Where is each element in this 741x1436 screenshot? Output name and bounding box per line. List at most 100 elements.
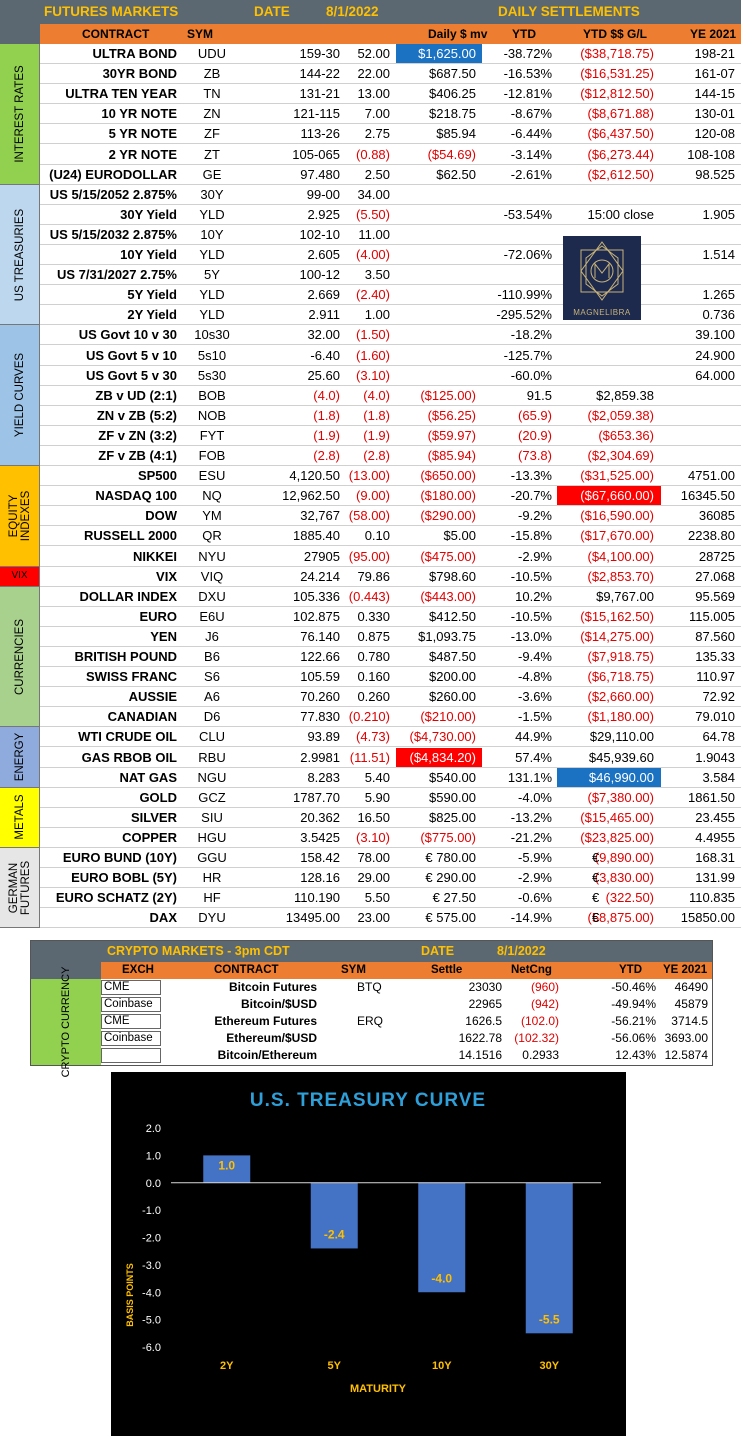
cell-ytd: -10.5% <box>510 568 552 584</box>
header-ytd-gl: YTD $$ G/L <box>583 27 648 41</box>
cell-ye: 1.905 <box>702 206 735 222</box>
cell-gl: ($2,612.50) <box>587 166 655 182</box>
y-tick-label: -1.0 <box>142 1205 161 1217</box>
cell-chg: (2.40) <box>356 287 390 303</box>
cell-chg: 34.00 <box>357 186 390 202</box>
cell-name: COPPER <box>122 829 177 845</box>
cell-name: 30YR BOND <box>102 66 177 82</box>
crypto-cell-ytd: -49.94% <box>611 997 656 1011</box>
section-label: GERMAN FUTURES <box>0 848 40 929</box>
crypto-section-label: CRYPTO CURRENCY <box>31 967 101 1077</box>
cell-sym: GE <box>202 166 222 182</box>
cell-ytd: -2.9% <box>518 870 552 886</box>
date-label: DATE <box>254 4 290 19</box>
cell-gl: $9,767.00 <box>596 588 654 604</box>
cell-gl: ($6,718.75) <box>587 669 655 685</box>
cell-mv: $1,093.75 <box>418 628 476 644</box>
crypto-cell-settle: 23030 <box>468 980 502 994</box>
cell-ytd: -14.9% <box>510 910 552 926</box>
cell-gl: ($38,718.75) <box>580 46 654 61</box>
cell-ytd: -0.6% <box>518 890 552 906</box>
section-label: US TREASURIES <box>0 184 40 326</box>
cell-name: US Govt 5 v 10 <box>85 347 177 363</box>
cell-ye: 28725 <box>698 548 735 564</box>
cell-sym: J6 <box>205 628 219 644</box>
cell-ytd: -13.3% <box>510 468 552 484</box>
cell-ye: 1861.50 <box>688 789 735 805</box>
cell-sym: D6 <box>203 709 221 725</box>
cell-last: 102.875 <box>293 608 340 624</box>
futures-row: ZB v UD (2:1) BOB (4.0) (4.0) ($125.00) 91.5 $… <box>40 386 741 406</box>
cell-last: (1.9) <box>313 427 340 443</box>
cell-sym: SIU <box>201 809 223 825</box>
futures-row: 30YR BOND ZB 144-22 22.00 $687.50 -16.53% ($16… <box>40 64 741 85</box>
cell-sym: S6 <box>204 669 220 685</box>
y-tick-label: -4.0 <box>142 1287 161 1299</box>
bar-data-label: -4.0 <box>431 1271 452 1285</box>
cell-mv: $5.00 <box>443 528 476 544</box>
cell-sym: FYT <box>199 427 225 443</box>
cell-mv: ($125.00) <box>420 387 476 403</box>
cell-name: BRITISH POUND <box>74 649 177 664</box>
futures-row: EURO BUND (10Y) GGU 158.42 78.00 € 780.00 -5.… <box>40 848 741 868</box>
crypto-cell-ytd: 12.43% <box>615 1048 656 1062</box>
cell-chg: 1.00 <box>364 307 390 323</box>
cell-ye: 95.569 <box>695 588 735 604</box>
crypto-title: CRYPTO MARKETS - 3pm CDT <box>107 944 290 958</box>
crypto-row: Bitcoin/Ethereum 14.1516 0.2933 12.43% 12.58… <box>101 1047 712 1064</box>
cell-last: 110.190 <box>293 890 340 906</box>
cell-ytd: -18.2% <box>510 327 552 343</box>
futures-row: SP500 ESU 4,120.50 (13.00) ($650.00) -13.3% ($… <box>40 466 741 487</box>
cell-gl: ($16,531.25) <box>580 66 654 82</box>
cell-chg: 0.330 <box>357 608 390 624</box>
crypto-cell-contract: Ethereum Futures <box>214 1014 317 1028</box>
cell-sym: ZT <box>204 146 220 162</box>
futures-row: EURO E6U 102.875 0.330 $412.50 -10.5% ($15,162… <box>40 607 741 627</box>
cell-gl: ($67,660.00) <box>580 488 654 504</box>
cell-last: (4.0) <box>313 387 340 403</box>
cell-last: 12,962.50 <box>282 488 340 504</box>
crypto-cell-contract: Ethereum/$USD <box>226 1031 317 1045</box>
cell-mv: ($443.00) <box>420 588 476 604</box>
cell-name: GAS RBOB OIL <box>81 749 177 765</box>
cell-sym: GGU <box>197 850 227 865</box>
cell-ytd: 91.5 <box>526 387 552 403</box>
highlight-cell <box>557 486 661 506</box>
cell-last: 121-115 <box>293 106 340 122</box>
cell-chg: (9.00) <box>356 488 390 504</box>
cell-chg: 0.875 <box>357 628 390 644</box>
crypto-header-exch: EXCH <box>122 964 154 976</box>
cell-ye: 4751.00 <box>688 468 735 484</box>
cell-last: 76.140 <box>300 628 340 644</box>
cell-last: 2.9981 <box>300 749 340 765</box>
cell-chg: 0.160 <box>357 669 390 685</box>
cell-name: US Govt 5 v 30 <box>85 367 177 383</box>
crypto-cell-exch: Coinbase <box>101 1031 161 1046</box>
cell-sym: 30Y <box>200 186 224 202</box>
crypto-cell-netchg: (960) <box>530 980 559 994</box>
cell-sym: A6 <box>204 689 220 705</box>
cell-ytd: 44.9% <box>515 729 552 745</box>
cell-last: -6.40 <box>310 347 340 363</box>
crypto-cell-settle: 22965 <box>468 997 502 1011</box>
cell-chg: 5.50 <box>364 890 390 906</box>
cell-ytd: (20.9) <box>518 427 552 443</box>
cell-name: EURO SCHATZ (2Y) <box>55 890 177 906</box>
cell-gl: ($15,162.50) <box>580 608 654 624</box>
futures-title-bar: FUTURES MARKETS DATE 8/1/2022 DAILY SETT… <box>0 0 741 24</box>
cell-last: 97.480 <box>300 166 340 182</box>
cell-gl: ($6,273.44) <box>587 146 655 162</box>
futures-row: RUSSELL 2000 QR 1885.40 0.10 $5.00 -15.8% ($17… <box>40 526 741 547</box>
cell-last: 2.911 <box>308 307 340 323</box>
cell-last: 100-12 <box>299 267 340 283</box>
futures-row: US Govt 10 v 30 10s30 32.00 (1.50) -18.2% 39.… <box>40 325 741 346</box>
crypto-cell-ye: 46490 <box>674 980 708 994</box>
cell-ytd: -60.0% <box>510 367 552 383</box>
futures-row: 2 YR NOTE ZT 105-065 (0.88) ($54.69) -3.14% ($… <box>40 145 741 165</box>
cell-ytd: -125.7% <box>503 347 552 363</box>
futures-row: US 5/15/2032 2.875% 10Y 102-10 11.00 <box>40 225 741 245</box>
cell-ye: 0.736 <box>702 307 735 323</box>
crypto-markets-panel: CRYPTO MARKETS - 3pm CDT DATE 8/1/2022 E… <box>30 940 713 1077</box>
cell-ye: 115.005 <box>688 608 735 624</box>
y-tick-label: 2.0 <box>146 1123 161 1135</box>
